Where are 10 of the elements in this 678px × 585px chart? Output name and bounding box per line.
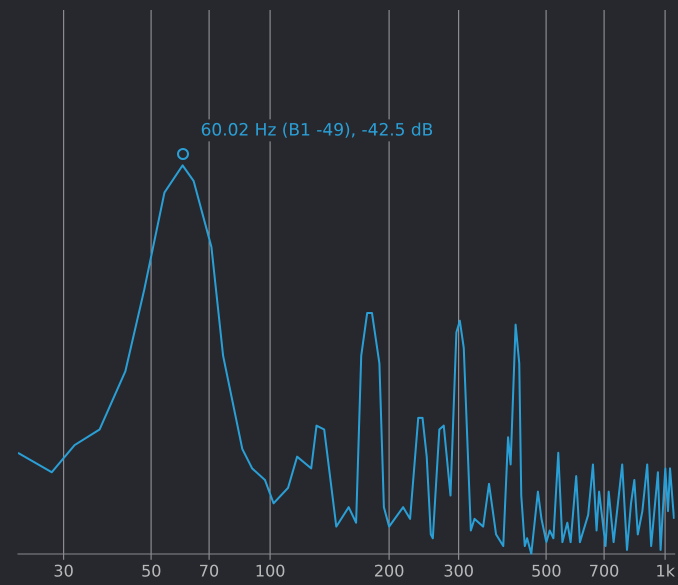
x-tick-label: 200 <box>374 562 404 581</box>
x-tick-label: 100 <box>254 562 286 581</box>
x-tick-label: 300 <box>443 562 474 581</box>
annotation: 60.02 Hz (B1 -49), -42.5 dB <box>200 120 434 140</box>
x-tick-label: 50 <box>141 562 162 581</box>
x-tick-label: 1k <box>656 562 676 581</box>
x-tick-label: 70 <box>198 562 220 581</box>
x-tick-label: 500 <box>531 562 562 581</box>
x-tick-label: 700 <box>588 562 620 581</box>
x-tick-label: 30 <box>53 562 74 581</box>
